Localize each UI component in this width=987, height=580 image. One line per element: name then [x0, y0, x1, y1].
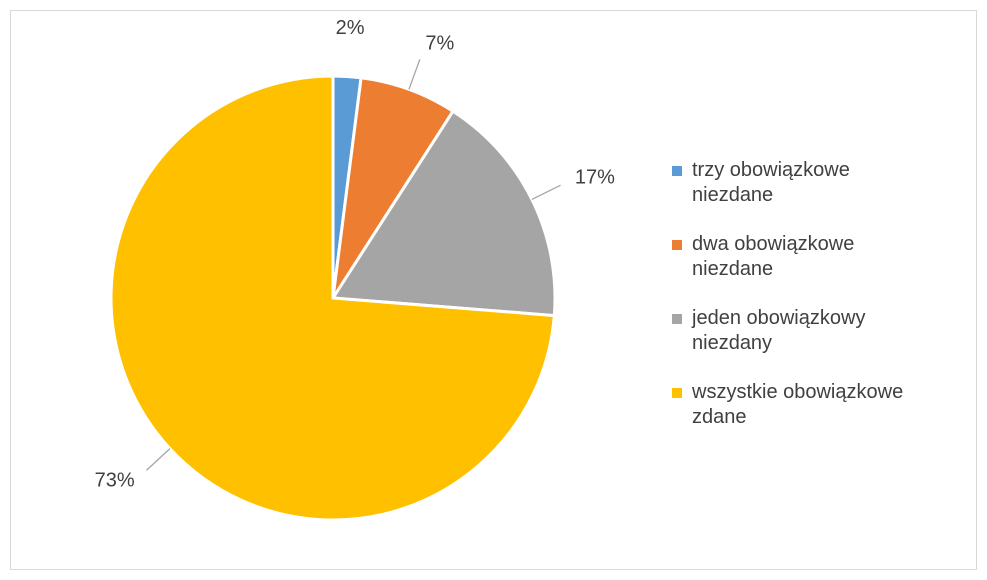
legend-swatch — [672, 388, 682, 398]
legend-swatch — [672, 166, 682, 176]
leader-line — [145, 448, 171, 471]
legend-label: trzy obowiązkowe niezdane — [692, 159, 850, 206]
legend-item: jeden obowiązkowy niezdany — [672, 306, 907, 356]
legend-item: trzy obowiązkowe niezdane — [672, 158, 907, 208]
chart-border — [10, 10, 977, 570]
legend-label: jeden obowiązkowy niezdany — [692, 307, 866, 354]
legend-item: wszystkie obowiązkowe zdane — [672, 380, 907, 430]
leader-line — [408, 59, 421, 90]
legend-swatch — [672, 240, 682, 250]
legend-swatch — [672, 314, 682, 324]
pie-slice — [109, 74, 556, 522]
legend-label: wszystkie obowiązkowe zdane — [692, 381, 904, 428]
legend-item: dwa obowiązkowe niezdane — [672, 232, 907, 282]
data-label: 73% — [95, 469, 135, 491]
pie-slice — [330, 109, 557, 318]
data-label: 2% — [336, 17, 365, 39]
legend-label: dwa obowiązkowe niezdane — [692, 233, 855, 280]
data-label: 7% — [425, 33, 454, 55]
data-label: 17% — [575, 166, 615, 188]
leader-line — [531, 184, 561, 200]
legend: trzy obowiązkowe niezdane dwa obowiązkowe… — [672, 158, 907, 454]
